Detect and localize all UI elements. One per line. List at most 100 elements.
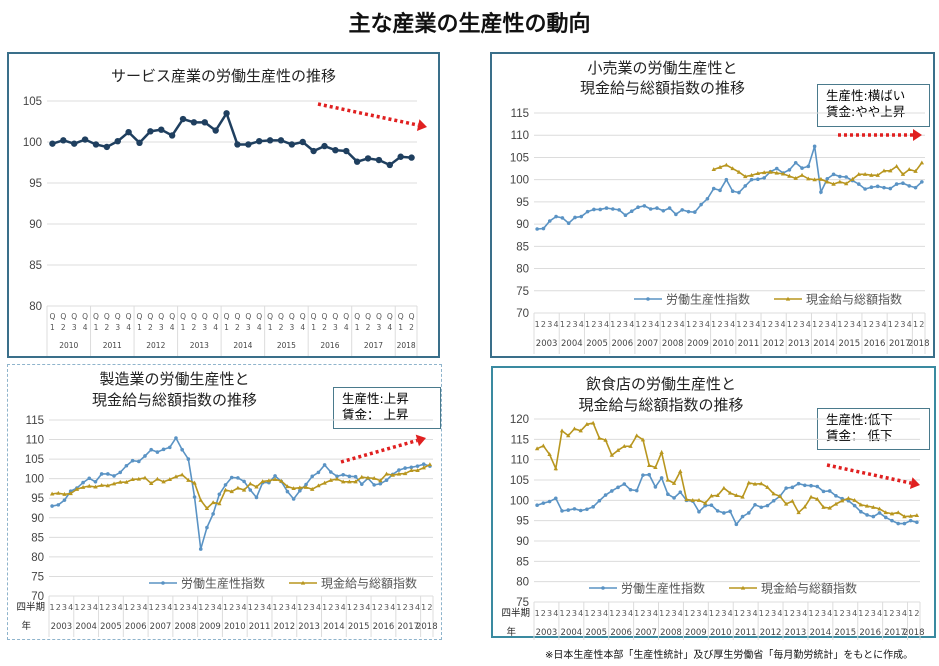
quarter-tick-label: 1 <box>535 609 540 618</box>
legend-marker <box>300 580 306 585</box>
quarter-tick-label: 2 <box>130 603 135 612</box>
year-tick-label: 2012 <box>274 622 296 632</box>
chart-title: サービス産業の労働生産性の推移 <box>110 67 336 85</box>
data-point <box>865 513 869 517</box>
quarter-tick-label: 2 <box>148 323 153 332</box>
quarter-tick-label: 2 <box>180 603 185 612</box>
quarter-tick-label: 3 <box>260 603 265 612</box>
data-point <box>143 454 147 458</box>
quarter-tick-label: 4 <box>806 320 811 329</box>
quarter-tick-label: 1 <box>784 609 789 618</box>
quarter-tick-label: 4 <box>802 609 807 618</box>
data-point <box>864 503 870 508</box>
year-tick-label: 2004 <box>75 622 97 632</box>
data-point <box>124 479 129 484</box>
trend-arrow-down <box>826 463 912 485</box>
legend-label: 労働生産性指数 <box>666 292 750 307</box>
y-tick-label: 80 <box>516 577 529 589</box>
data-point <box>674 212 678 217</box>
data-point <box>560 216 565 220</box>
y-tick-label: 85 <box>516 241 529 253</box>
data-point <box>759 481 764 486</box>
data-point <box>793 160 798 165</box>
data-point <box>908 513 913 518</box>
data-point <box>547 499 552 504</box>
y-tick-label: 90 <box>516 536 529 548</box>
data-point <box>871 504 876 509</box>
data-point <box>229 489 234 494</box>
chart-title-line2: 現金給与総額指数の推移 <box>91 391 257 409</box>
quarter-tick-label: 4 <box>728 609 733 618</box>
data-point <box>285 484 290 489</box>
data-point <box>709 493 714 498</box>
quarter-tick-label: 4 <box>390 603 395 612</box>
data-point <box>353 479 358 484</box>
quarter-tick-label: 2 <box>665 609 670 618</box>
data-point <box>709 503 714 508</box>
data-point <box>746 480 751 485</box>
data-point <box>622 443 627 448</box>
quarter-tick-label: 1 <box>50 323 55 332</box>
year-tick-label: 2018 <box>903 628 925 638</box>
year-tick-label: 2017 <box>889 339 911 349</box>
data-point <box>774 170 779 175</box>
quarter-tick-label: 1 <box>584 609 589 618</box>
quarter-tick-label: 3 <box>111 603 116 612</box>
data-point <box>902 514 907 519</box>
year-tick-label: 2007 <box>637 339 659 349</box>
summary-note: 生産性:上昇 賃金： 上昇 <box>333 387 441 429</box>
quarter-tick-label: 3 <box>896 609 901 618</box>
y-tick-label: 105 <box>23 96 42 108</box>
year-tick-label: 2005 <box>100 622 122 632</box>
data-point <box>397 153 404 160</box>
data-point <box>825 179 830 184</box>
data-point <box>174 436 178 440</box>
quarter-tick-label: 2 <box>740 609 745 618</box>
data-point <box>378 481 383 486</box>
quarter-tick-label: 1 <box>355 323 360 332</box>
data-point <box>915 520 919 525</box>
data-point <box>217 492 222 497</box>
quarter-prefix-label: Q <box>60 312 66 321</box>
data-point <box>105 483 111 488</box>
data-point <box>833 501 839 506</box>
quarter-tick-label: 1 <box>198 603 203 612</box>
data-point <box>894 182 899 186</box>
data-point <box>541 226 546 231</box>
data-point <box>62 498 67 502</box>
y-tick-label: 100 <box>510 175 529 187</box>
quarter-tick-label: 4 <box>578 609 583 618</box>
data-point <box>299 138 306 146</box>
data-point <box>118 479 123 484</box>
quarter-tick-label: 2 <box>768 320 773 329</box>
data-point <box>396 471 402 476</box>
data-point <box>636 205 640 210</box>
quarter-tick-label: 3 <box>846 609 851 618</box>
quarter-tick-label: 2 <box>427 603 432 612</box>
data-point <box>765 503 770 508</box>
quarter-tick-label: 2 <box>690 609 695 618</box>
year-tick-label: 2008 <box>662 339 684 349</box>
data-point <box>408 154 415 161</box>
data-point <box>597 498 602 503</box>
quarter-tick-label: 4 <box>654 320 659 329</box>
data-point <box>737 190 741 195</box>
data-point <box>340 479 346 484</box>
data-point <box>774 166 779 171</box>
quarter-tick-label: 1 <box>559 609 564 618</box>
quarter-tick-label: 4 <box>242 603 247 612</box>
quarter-prefix-label: Q <box>354 312 360 321</box>
year-tick-label: 2016 <box>373 622 395 632</box>
data-point <box>260 479 265 484</box>
quarter-prefix-label: Q <box>191 312 197 321</box>
quarter-tick-label: 2 <box>303 603 308 612</box>
data-point <box>559 428 565 433</box>
data-point <box>592 207 596 212</box>
quarter-tick-label: 3 <box>334 603 339 612</box>
quarter-prefix-label: Q <box>289 312 295 321</box>
quarter-tick-label: 3 <box>721 609 726 618</box>
data-point <box>179 115 187 123</box>
quarter-tick-label: 2 <box>254 603 259 612</box>
data-point <box>136 476 142 481</box>
